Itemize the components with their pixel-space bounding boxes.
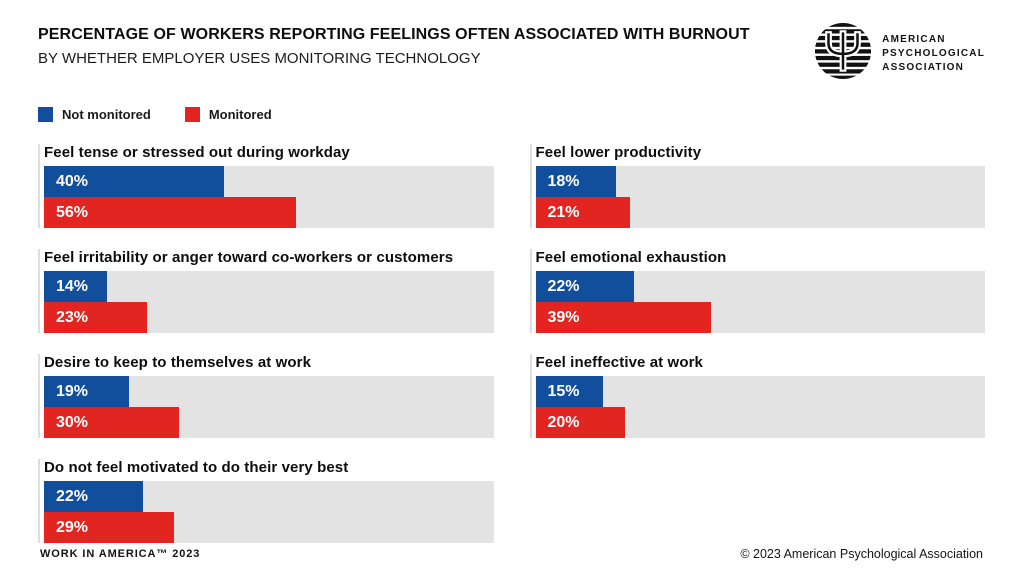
bar-track: 40% 56% (44, 166, 494, 228)
bar-monitored: 23% (44, 302, 148, 333)
bar-monitored: 29% (44, 512, 175, 543)
bar-not-monitored: 19% (44, 376, 130, 407)
legend-swatch-icon (184, 107, 200, 122)
bar-group-label: Desire to keep to themselves at work (44, 354, 312, 371)
apa-logo-text: AMERICAN PSYCHOLOGICAL ASSOCIATION (882, 33, 985, 75)
apa-logo-line: AMERICAN (882, 33, 946, 45)
footer-copyright: © 2023 American Psychological Associatio… (740, 547, 983, 561)
bar-group: Feel lower productivity 18% 21% (529, 144, 985, 228)
bar-group-label: Feel emotional exhaustion (535, 249, 727, 266)
bar-monitored: 56% (44, 197, 296, 228)
bar-track: 22% 39% (535, 271, 985, 333)
bar-track: 19% 30% (44, 376, 494, 438)
bar-group-label: Feel irritability or anger toward co-wor… (44, 249, 454, 266)
bar-group: Do not feel motivated to do their very b… (38, 459, 494, 543)
bar-not-monitored: 14% (44, 271, 107, 302)
bar-group-label: Feel lower productivity (535, 144, 702, 161)
bar-group-label: Feel tense or stressed out during workda… (44, 144, 350, 161)
bar-chart-grid: Feel tense or stressed out during workda… (38, 144, 985, 564)
bar-group: Desire to keep to themselves at work 19%… (38, 354, 494, 438)
bar-not-monitored: 22% (44, 481, 143, 512)
bar-not-monitored: 15% (535, 376, 603, 407)
bar-monitored: 20% (535, 407, 626, 438)
legend-item-label: Monitored (208, 107, 272, 122)
bar-not-monitored: 18% (535, 166, 617, 197)
page-subtitle: BY WHETHER EMPLOYER USES MONITORING TECH… (38, 50, 481, 67)
bar-monitored: 30% (44, 407, 179, 438)
header-titles: PERCENTAGE OF WORKERS REPORTING FEELINGS… (38, 26, 750, 67)
apa-logo-line: ASSOCIATION (882, 61, 965, 73)
legend-item: Not monitored (38, 107, 151, 122)
bar-track: 18% 21% (535, 166, 985, 228)
apa-psi-icon (814, 22, 872, 85)
page-title: PERCENTAGE OF WORKERS REPORTING FEELINGS… (38, 26, 750, 43)
header: PERCENTAGE OF WORKERS REPORTING FEELINGS… (38, 22, 985, 85)
bar-group: Feel ineffective at work 15% 20% (529, 354, 985, 438)
bar-track: 22% 29% (44, 481, 494, 543)
legend-swatch-icon (38, 107, 53, 122)
bar-group-label: Feel ineffective at work (535, 354, 703, 371)
bar-group-label: Do not feel motivated to do their very b… (44, 459, 349, 476)
bar-monitored: 21% (535, 197, 630, 228)
bar-group: Feel emotional exhaustion 22% 39% (529, 249, 985, 333)
bar-not-monitored: 40% (44, 166, 224, 197)
chart-column-left: Feel tense or stressed out during workda… (38, 144, 494, 564)
bar-track: 15% 20% (535, 376, 985, 438)
bar-not-monitored: 22% (535, 271, 635, 302)
apa-logo: AMERICAN PSYCHOLOGICAL ASSOCIATION (814, 22, 985, 85)
chart-column-right: Feel lower productivity 18% 21% Feel emo… (529, 144, 985, 564)
bar-group: Feel tense or stressed out during workda… (38, 144, 494, 228)
apa-logo-line: PSYCHOLOGICAL (882, 47, 985, 59)
legend-item: Monitored (184, 107, 272, 122)
chart-legend: Not monitored Monitored (38, 107, 985, 122)
bar-monitored: 39% (535, 302, 711, 333)
footer-source-label: WORK IN AMERICA™ 2023 (40, 548, 201, 560)
bar-track: 14% 23% (44, 271, 494, 333)
legend-item-label: Not monitored (62, 107, 151, 122)
bar-group: Feel irritability or anger toward co-wor… (38, 249, 494, 333)
